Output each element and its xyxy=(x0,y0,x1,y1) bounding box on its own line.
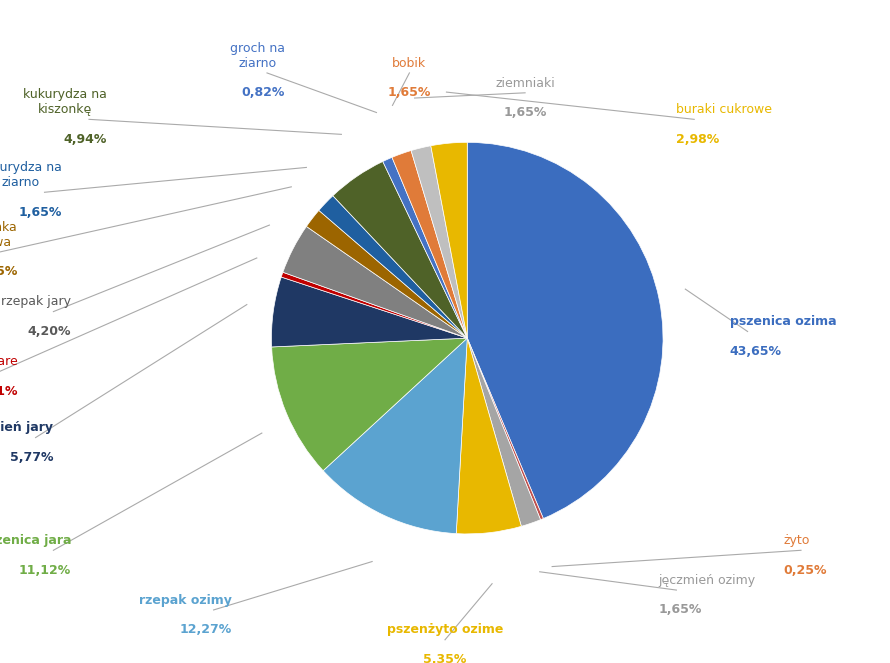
Wedge shape xyxy=(467,143,663,518)
Wedge shape xyxy=(283,227,467,338)
Wedge shape xyxy=(457,338,522,534)
Text: żyto: żyto xyxy=(783,534,810,547)
Text: pszenica ozima: pszenica ozima xyxy=(730,315,837,328)
Wedge shape xyxy=(333,162,467,338)
Text: pszenżyto jare: pszenżyto jare xyxy=(0,355,18,368)
Text: rzepak ozimy: rzepak ozimy xyxy=(139,593,231,607)
Text: buraki cukrowe: buraki cukrowe xyxy=(676,103,773,116)
Text: 12,27%: 12,27% xyxy=(179,623,231,636)
Wedge shape xyxy=(306,210,467,338)
Wedge shape xyxy=(467,338,540,526)
Wedge shape xyxy=(271,277,467,347)
Text: 1,65%: 1,65% xyxy=(0,265,18,278)
Text: mieszanka
zbożowa: mieszanka zbożowa xyxy=(0,221,18,249)
Text: 1,65%: 1,65% xyxy=(504,106,546,119)
Wedge shape xyxy=(431,143,467,338)
Text: 0,82%: 0,82% xyxy=(241,86,285,99)
Text: pszenżyto ozime: pszenżyto ozime xyxy=(387,623,503,636)
Text: 0,25%: 0,25% xyxy=(783,564,827,577)
Text: 5,35%: 5,35% xyxy=(424,653,466,663)
Text: 0,41%: 0,41% xyxy=(0,385,18,398)
Text: jęczmień jary: jęczmień jary xyxy=(0,421,53,434)
Wedge shape xyxy=(323,338,467,534)
Wedge shape xyxy=(383,157,467,338)
Text: pszenica jara: pszenica jara xyxy=(0,534,71,547)
Wedge shape xyxy=(271,338,467,471)
Text: 4,20%: 4,20% xyxy=(28,325,71,338)
Wedge shape xyxy=(281,272,467,338)
Wedge shape xyxy=(467,338,544,520)
Text: 1,65%: 1,65% xyxy=(19,206,62,219)
Text: 11,12%: 11,12% xyxy=(19,564,71,577)
Text: 5,77%: 5,77% xyxy=(10,451,53,464)
Text: rzepak jary: rzepak jary xyxy=(1,295,71,308)
Text: 4,94%: 4,94% xyxy=(63,133,107,146)
Text: 1,65%: 1,65% xyxy=(659,603,702,617)
Wedge shape xyxy=(392,151,467,338)
Text: kukurydza na
kiszonkę: kukurydza na kiszonkę xyxy=(23,88,107,116)
Text: bobik: bobik xyxy=(392,56,426,70)
Text: 2,98%: 2,98% xyxy=(676,133,720,146)
Text: 1,65%: 1,65% xyxy=(388,86,431,99)
Wedge shape xyxy=(411,146,467,338)
Text: kukurydza na
ziarno: kukurydza na ziarno xyxy=(0,161,62,189)
Text: jęczmień ozimy: jęczmień ozimy xyxy=(659,573,756,587)
Text: 43,65%: 43,65% xyxy=(730,345,781,358)
Wedge shape xyxy=(319,196,467,338)
Text: ziemniaki: ziemniaki xyxy=(495,76,555,90)
Text: groch na
ziarno: groch na ziarno xyxy=(230,42,285,70)
